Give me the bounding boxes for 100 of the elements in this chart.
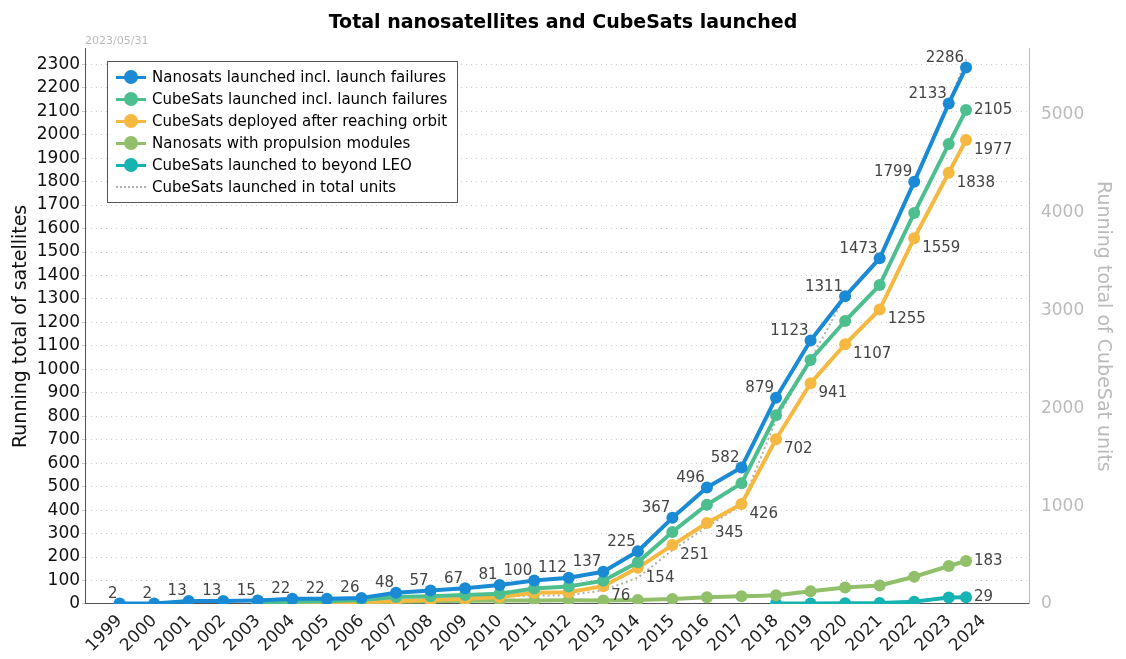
data-label: 1977 [974, 139, 1013, 158]
data-label: 1799 [874, 162, 913, 181]
y-tick-label: 800 [47, 404, 81, 425]
data-label: 1473 [839, 238, 878, 257]
y2-tick-label: 3000 [1040, 298, 1085, 319]
y-tick-label: 900 [47, 381, 81, 402]
point [631, 593, 644, 604]
data-label: 345 [714, 522, 744, 541]
data-label: 13 [202, 581, 222, 600]
data-label: 1123 [770, 320, 809, 339]
point [873, 579, 886, 592]
point [770, 391, 783, 404]
point [666, 593, 679, 604]
y-tick-label: 100 [47, 568, 81, 589]
data-label: 26 [340, 578, 360, 597]
data-label: 112 [538, 558, 567, 577]
point [942, 166, 955, 179]
data-label: 2 [108, 583, 118, 602]
point [666, 525, 679, 538]
y-tick-label: 500 [47, 475, 81, 496]
y-tick-label: 1100 [36, 334, 81, 355]
chart-title: Total nanosatellites and CubeSats launched [328, 10, 798, 33]
point [562, 571, 575, 584]
point [735, 461, 748, 474]
data-label: 22 [271, 579, 291, 598]
point [873, 279, 886, 292]
legend-label: Nanosats with propulsion modules [152, 132, 411, 154]
data-label: 426 [749, 503, 779, 522]
y-tick-label: 600 [47, 451, 81, 472]
data-label: 225 [607, 531, 636, 550]
y-tick-label: 1300 [36, 287, 81, 308]
point [493, 578, 506, 591]
data-label: 100 [503, 560, 533, 579]
point [217, 594, 230, 604]
point [528, 574, 541, 587]
y-tick-label: 1600 [36, 216, 81, 237]
point [839, 290, 852, 303]
data-label: 183 [974, 550, 1003, 569]
y2-axis-title: Running total of CubeSat units [1093, 181, 1116, 472]
point [960, 104, 973, 117]
point [700, 498, 713, 511]
point [839, 338, 852, 351]
point [804, 377, 817, 390]
data-label: 2 [142, 583, 153, 602]
data-label: 48 [374, 573, 394, 592]
point [597, 594, 610, 604]
data-label: 1838 [956, 172, 995, 191]
data-label: 13 [167, 581, 187, 600]
point [908, 232, 921, 245]
data-label: 367 [641, 498, 671, 517]
y-tick-label: 400 [47, 498, 81, 519]
y2-tick-label: 2000 [1040, 396, 1085, 417]
point [735, 477, 748, 490]
data-label: 2286 [925, 47, 965, 66]
point [804, 334, 817, 347]
data-label: 251 [680, 544, 710, 563]
y-tick-label: 300 [47, 522, 81, 543]
point [700, 517, 713, 530]
point [700, 481, 713, 494]
point [804, 585, 817, 598]
point [908, 570, 921, 583]
point [839, 581, 852, 594]
y-tick-label: 1000 [36, 357, 81, 378]
point [942, 591, 955, 604]
data-label: 496 [676, 467, 705, 486]
legend-label: Nanosats launched incl. launch failures [152, 66, 446, 88]
data-label: 2105 [974, 99, 1013, 118]
y2-tick-label: 0 [1040, 592, 1052, 613]
data-label: 29 [974, 587, 994, 606]
y-tick-label: 1200 [36, 310, 81, 331]
data-label: 1107 [853, 344, 892, 363]
y-tick-label: 700 [47, 428, 81, 449]
point [770, 589, 783, 602]
point [770, 409, 783, 422]
data-label: 57 [409, 571, 429, 589]
point [182, 594, 195, 604]
data-label: 22 [305, 579, 325, 598]
point [597, 565, 610, 578]
y-tick-label: 1800 [36, 170, 81, 191]
y2-tick-label: 5000 [1040, 103, 1085, 124]
data-label: 702 [784, 439, 813, 458]
y2-tick-label: 1000 [1040, 494, 1085, 515]
point [631, 545, 644, 558]
data-label: 1559 [922, 238, 961, 257]
y-tick-label: 1400 [36, 263, 81, 284]
data-label: 67 [443, 568, 464, 587]
y-tick-label: 0 [69, 592, 81, 613]
y-tick-label: 1900 [36, 146, 81, 167]
data-label: 137 [572, 552, 602, 571]
legend-label: CubeSats deployed after reaching orbit [152, 110, 448, 132]
point [873, 252, 886, 265]
point [960, 555, 973, 568]
y-tick-label: 2200 [36, 76, 81, 97]
point [389, 586, 402, 599]
point [942, 138, 955, 151]
point [735, 498, 748, 511]
y-tick-label: 1500 [36, 240, 81, 261]
point [631, 556, 644, 569]
y-tick-label: 200 [47, 545, 81, 566]
point [960, 61, 973, 74]
